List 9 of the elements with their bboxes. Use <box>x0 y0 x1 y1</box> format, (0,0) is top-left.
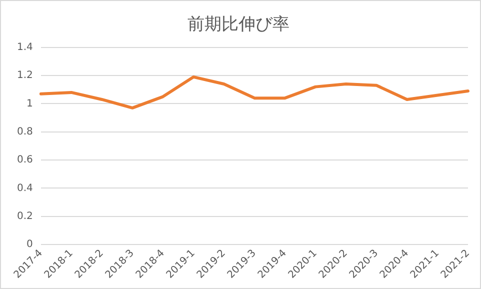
chart-title: 前期比伸び率 <box>188 14 290 35</box>
y-tick-label: 0.4 <box>16 182 33 194</box>
y-tick-label: 0.8 <box>16 126 33 138</box>
y-tick-label: 1 <box>26 98 33 110</box>
y-tick-label: 1.4 <box>16 42 33 53</box>
y-tick-label: 0.6 <box>16 154 33 166</box>
y-tick-label: 0 <box>26 239 33 250</box>
y-tick-label: 0.2 <box>16 210 33 222</box>
y-tick-label: 1.2 <box>16 70 33 82</box>
